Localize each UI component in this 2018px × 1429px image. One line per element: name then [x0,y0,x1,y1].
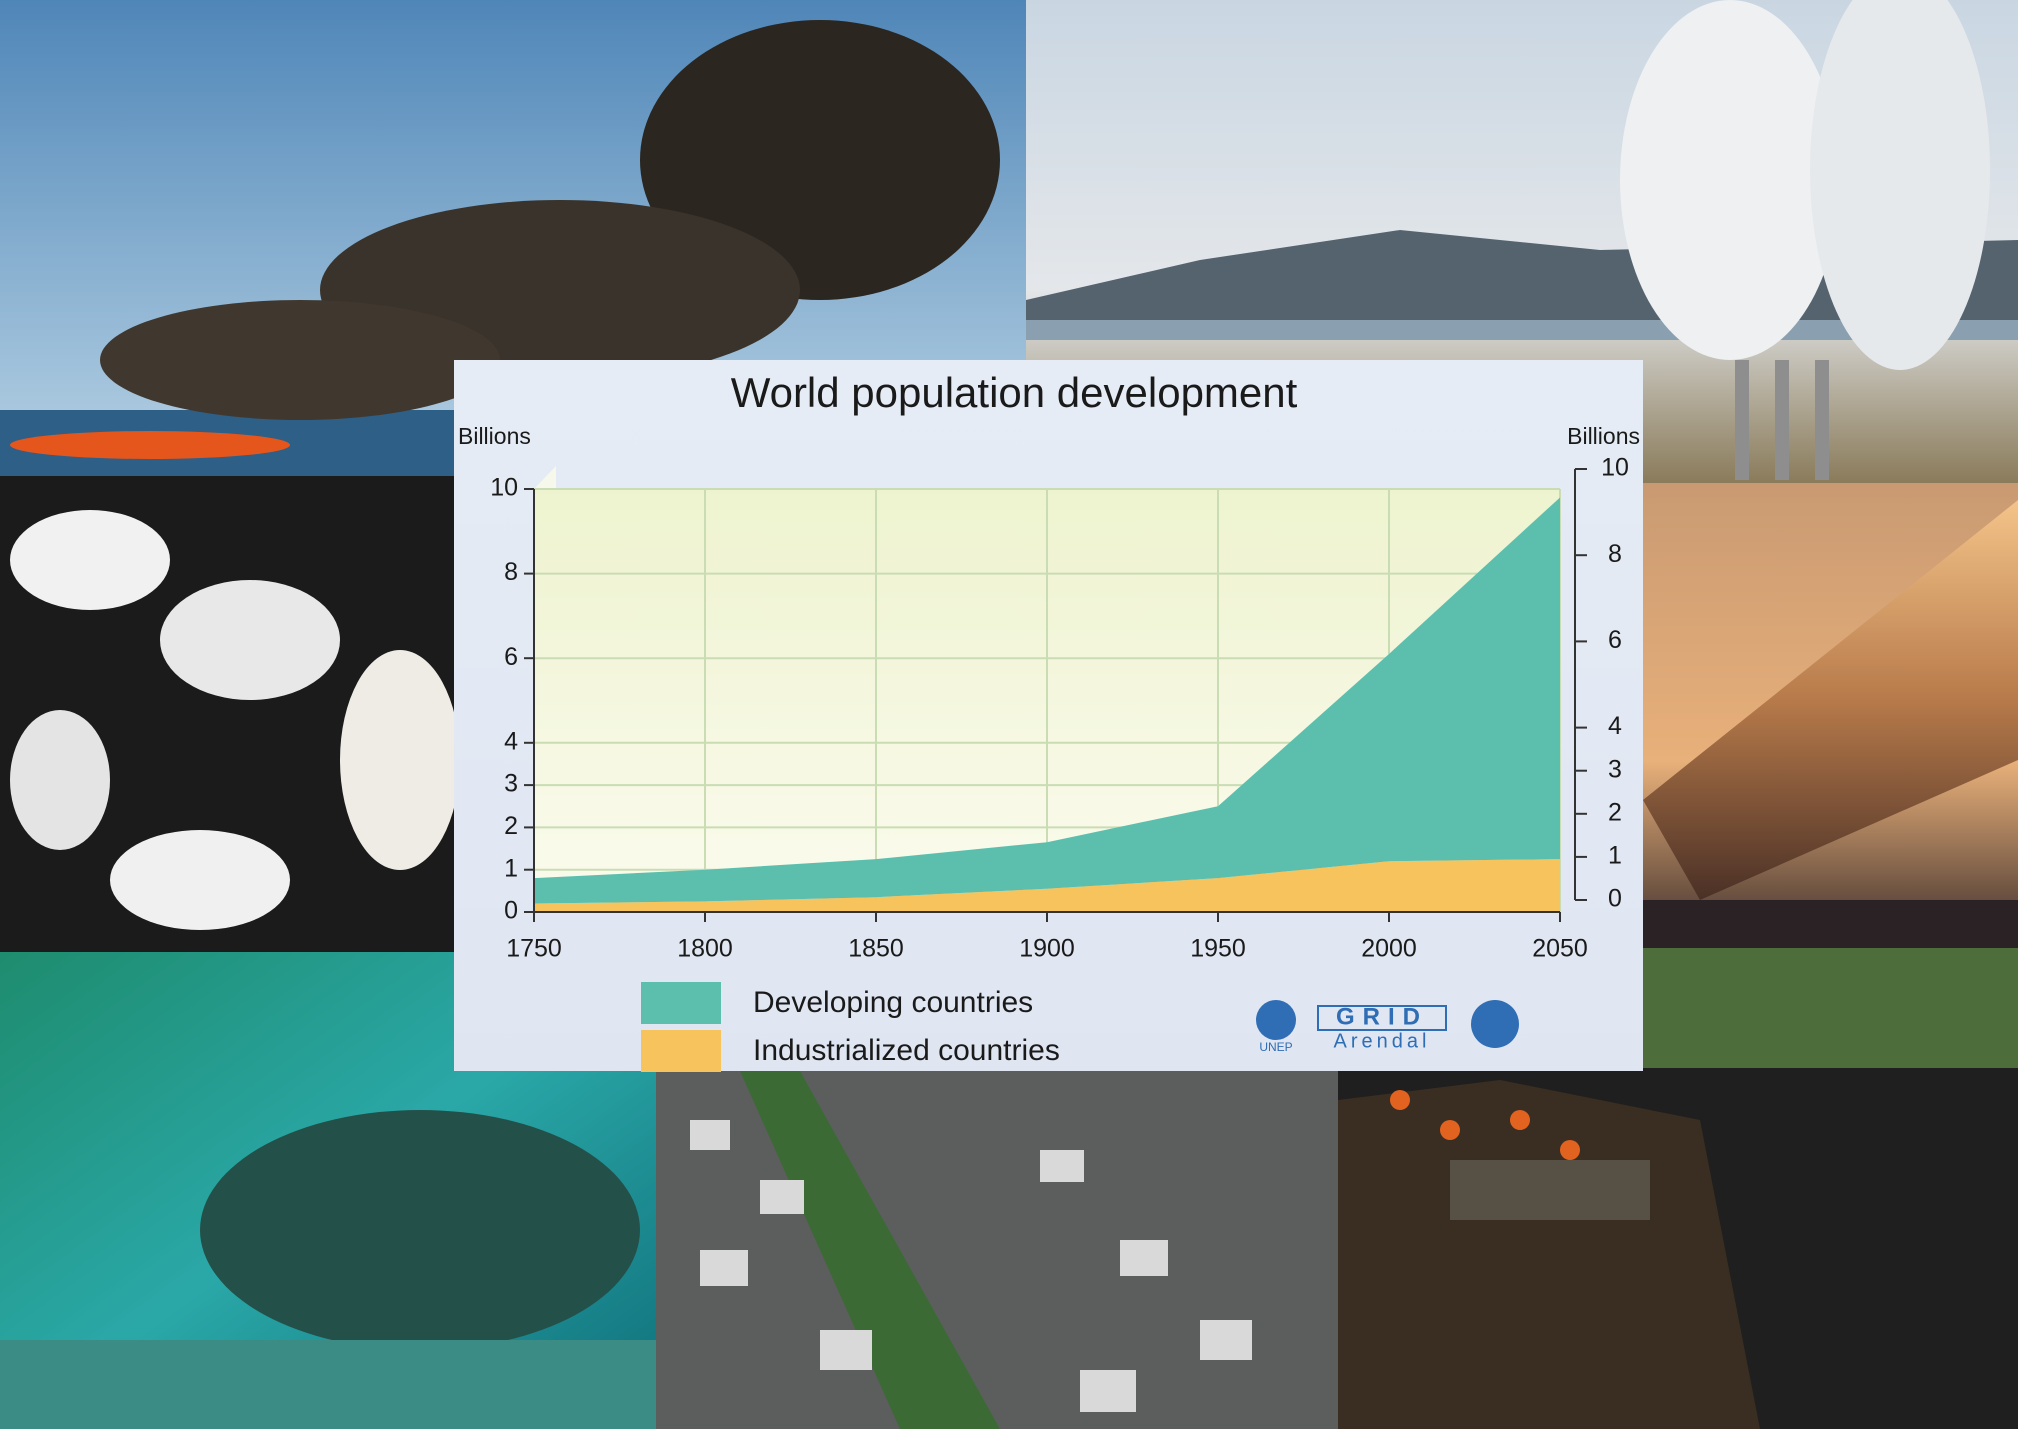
y-axis-label: Billions [458,423,531,449]
y2-axis-label: Billions [1567,423,1640,449]
photo-traffic [656,1071,1338,1429]
logo-un [1471,1000,1519,1048]
collage: 0 1 2 3 4 6 8 10 1750 1800 1850 1900 1950 2000 2050 0 1 2… [0,0,2018,1429]
y2-tick-label: 2 [1608,798,1622,826]
photo-pipeline [1643,483,2018,948]
credit-text: UNEP [1259,1040,1292,1054]
x-tick-label: 1950 [1190,935,1246,963]
y-tick-label: 10 [490,474,518,502]
x-tick-label: 1900 [1019,935,1075,963]
legend-swatch [641,1030,721,1072]
y2-tick-label: 3 [1608,755,1622,783]
y-tick-label: 4 [504,727,518,755]
y2-tick-label: 1 [1608,842,1622,870]
y2-tick-label: 0 [1608,885,1622,913]
photo-cows [0,476,460,952]
page: 0 1 2 3 4 6 8 10 1750 1800 1850 1900 1950 2000 2050 0 1 2… [0,0,2018,1429]
x-tick-label: 1850 [848,935,904,963]
y2-tick-label: 4 [1608,712,1622,740]
x-tick-label: 2050 [1532,935,1588,963]
y-tick-label: 0 [504,897,518,925]
x-tick-label: 1750 [506,935,562,963]
logo-unep [1256,1000,1296,1040]
credit-text: Arendal [1334,1030,1431,1052]
y2-tick-label: 10 [1601,454,1629,482]
x-tick-label: 2000 [1361,935,1417,963]
y2-tick-label: 6 [1608,626,1622,654]
y-tick-label: 6 [504,643,518,671]
y-tick-label: 3 [504,770,518,798]
y-tick-label: 1 [504,854,518,882]
credit-text: GRID [1336,1003,1428,1030]
legend-swatch [641,982,721,1024]
x-tick-label: 1800 [677,935,733,963]
legend-label: Developing countries [753,986,1033,1019]
legend-label: Industrialized countries [753,1034,1060,1067]
y-tick-label: 8 [504,558,518,586]
y2-tick-label: 8 [1608,540,1622,568]
chart-title: World population development [731,369,1298,416]
y-tick-label: 2 [504,812,518,840]
